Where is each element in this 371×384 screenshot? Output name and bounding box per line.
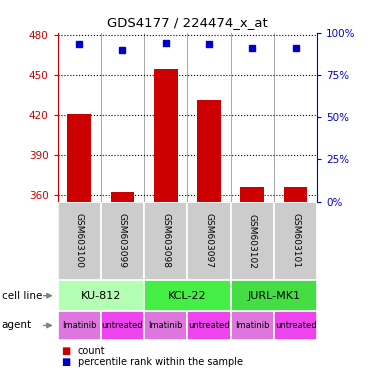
Bar [187,311,231,340]
Text: untreated: untreated [188,321,230,330]
Text: GSM603101: GSM603101 [291,214,300,268]
Bar [101,311,144,340]
Bar [240,187,264,202]
Text: agent: agent [2,320,32,331]
Text: Imatinib: Imatinib [148,321,183,330]
Text: ■: ■ [61,357,70,367]
Bar [274,202,317,280]
Text: GSM603097: GSM603097 [204,214,213,268]
Bar [274,311,317,340]
Text: ■: ■ [61,346,70,356]
Text: KCL-22: KCL-22 [168,291,207,301]
Bar [58,311,101,340]
Bar [144,311,187,340]
Text: GSM603099: GSM603099 [118,214,127,268]
Text: Imatinib: Imatinib [62,321,96,330]
Text: percentile rank within the sample: percentile rank within the sample [78,357,243,367]
Text: untreated: untreated [102,321,143,330]
Text: JURL-MK1: JURL-MK1 [247,291,301,301]
Text: count: count [78,346,105,356]
Text: untreated: untreated [275,321,316,330]
Bar [154,69,178,202]
Bar [231,311,274,340]
Text: KU-812: KU-812 [81,291,121,301]
Bar [58,280,144,311]
Text: cell line: cell line [2,291,42,301]
Title: GDS4177 / 224474_x_at: GDS4177 / 224474_x_at [107,16,268,29]
Bar [144,202,187,280]
Bar [197,101,221,202]
Bar [101,202,144,280]
Bar [187,202,231,280]
Bar [111,192,134,202]
Text: GSM603100: GSM603100 [75,214,83,268]
Bar [284,187,308,202]
Text: GSM603098: GSM603098 [161,214,170,268]
Bar [231,202,274,280]
Bar [67,114,91,202]
Text: GSM603102: GSM603102 [248,214,257,268]
Bar [144,280,231,311]
Bar [231,280,317,311]
Text: Imatinib: Imatinib [235,321,269,330]
Bar [58,202,101,280]
